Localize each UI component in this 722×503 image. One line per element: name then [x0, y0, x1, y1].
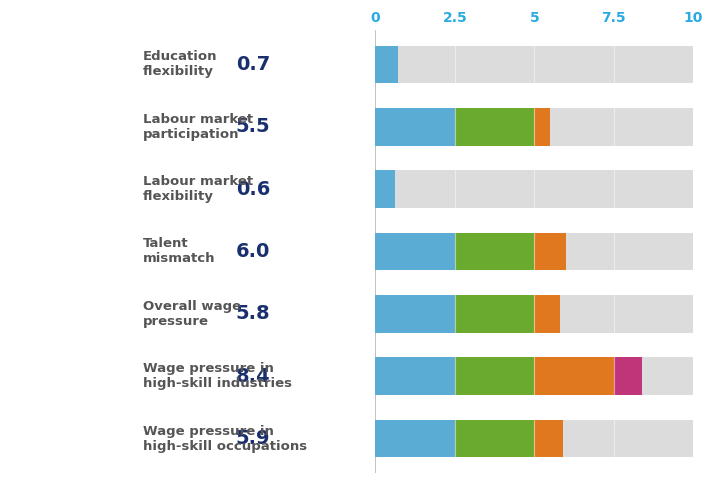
Bar: [375, 171, 693, 208]
Bar: [375, 358, 693, 395]
Text: Education
flexibility: Education flexibility: [143, 50, 217, 78]
Bar: [375, 233, 693, 270]
Bar: [534, 358, 614, 395]
Text: Wage pressure in
high-skill occupations: Wage pressure in high-skill occupations: [143, 425, 307, 453]
Bar: [534, 233, 566, 270]
Bar: [375, 108, 455, 145]
Text: 0.7: 0.7: [236, 55, 270, 74]
Bar: [455, 233, 534, 270]
Bar: [455, 108, 534, 145]
Text: Talent
mismatch: Talent mismatch: [143, 237, 215, 266]
Bar: [375, 420, 455, 457]
Bar: [375, 420, 693, 457]
Text: Labour market
participation: Labour market participation: [143, 113, 253, 141]
Bar: [534, 420, 563, 457]
Text: 6.0: 6.0: [236, 242, 270, 261]
Bar: [375, 171, 394, 208]
Bar: [375, 358, 455, 395]
Bar: [614, 358, 643, 395]
Bar: [455, 295, 534, 332]
Bar: [375, 295, 455, 332]
Bar: [375, 233, 455, 270]
Text: Wage pressure in
high-skill industries: Wage pressure in high-skill industries: [143, 362, 292, 390]
Text: Overall wage
pressure: Overall wage pressure: [143, 300, 241, 328]
Bar: [375, 46, 693, 83]
Text: 0.6: 0.6: [236, 180, 270, 199]
Bar: [455, 420, 534, 457]
Text: 5.5: 5.5: [235, 117, 270, 136]
Bar: [534, 295, 560, 332]
Text: 5.8: 5.8: [235, 304, 270, 323]
Bar: [375, 295, 693, 332]
Text: Labour market
flexibility: Labour market flexibility: [143, 175, 253, 203]
Bar: [375, 46, 398, 83]
Bar: [375, 108, 693, 145]
Text: 5.9: 5.9: [236, 429, 270, 448]
Text: 8.4: 8.4: [235, 367, 270, 386]
Bar: [534, 108, 550, 145]
Bar: [455, 358, 534, 395]
